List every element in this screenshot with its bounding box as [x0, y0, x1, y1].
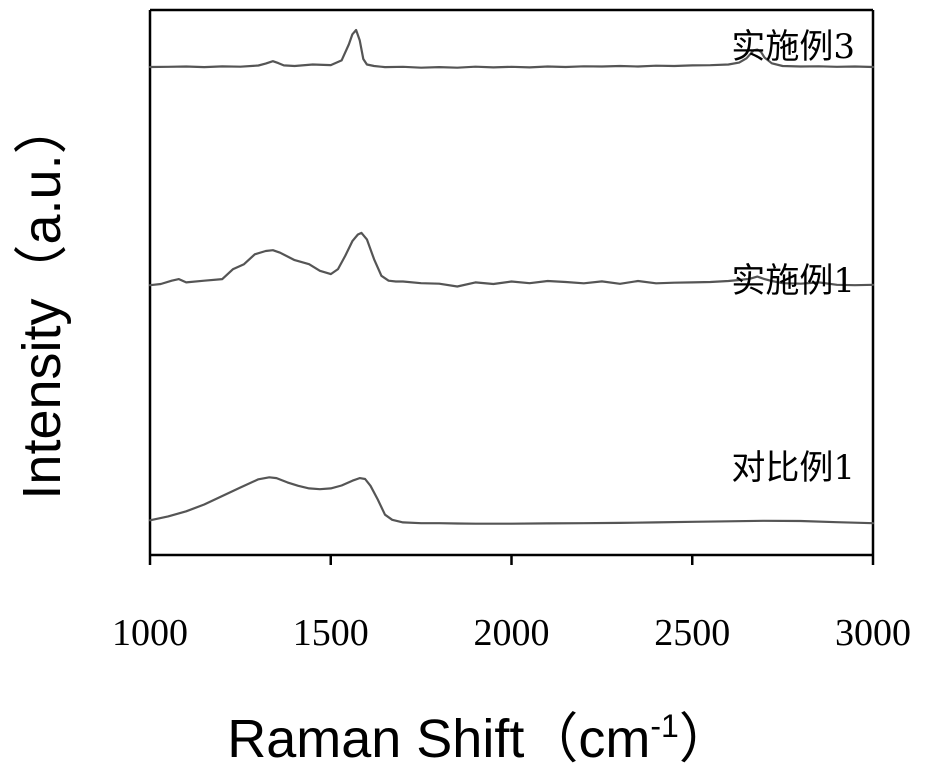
- series-lines: [148, 28, 875, 525]
- plot-frame: [148, 8, 875, 557]
- series-labels: 实施例3 实施例1 对比例1: [731, 27, 855, 488]
- series-label-2: 实施例1: [731, 261, 855, 301]
- series-line-2: [148, 231, 875, 288]
- x-tick-label: 1000: [112, 612, 188, 654]
- x-axis-title: Raman Shift（cm-1）: [227, 708, 733, 769]
- series-label-1: 实施例3: [731, 27, 855, 67]
- x-tick-label: 3000: [835, 612, 911, 654]
- x-ticks: 1000 1500 2000 2500 3000: [112, 555, 911, 654]
- y-axis-title: Intensity（a.u.）: [12, 100, 72, 499]
- x-tick-label: 1500: [293, 612, 369, 654]
- series-label-3: 对比例1: [731, 448, 855, 488]
- x-tick-label: 2000: [474, 612, 550, 654]
- x-tick-label: 2500: [654, 612, 730, 654]
- series-line-3: [148, 476, 875, 525]
- series-line-1: [148, 28, 875, 69]
